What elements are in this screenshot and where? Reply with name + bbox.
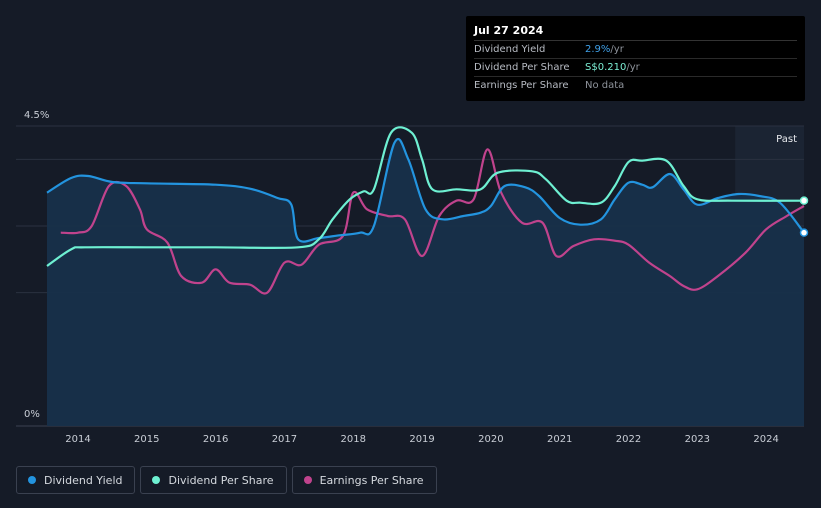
legend-label: Dividend Yield bbox=[44, 473, 123, 487]
past-label: Past bbox=[776, 134, 797, 145]
tooltip-unit: /yr bbox=[626, 62, 640, 73]
y-tick-label: 0% bbox=[24, 409, 40, 420]
dividend-yield-dot-icon bbox=[28, 476, 36, 484]
x-tick-label: 2018 bbox=[341, 434, 366, 445]
x-axis: 2014 2015 2016 2017 2018 2019 2020 2021 2022 2023… bbox=[65, 434, 779, 445]
dividend-per-share-dot-icon bbox=[152, 476, 161, 484]
x-tick-label: 2019 bbox=[409, 434, 434, 445]
dividend-yield-line bbox=[46, 137, 805, 243]
x-tick-label: 2023 bbox=[685, 434, 710, 445]
tooltip-row-dividend-yield: Dividend Yield 2.9% /yr bbox=[474, 41, 797, 59]
tooltip-value: 2.9% bbox=[585, 44, 611, 55]
y-axis: 0% 4.5% bbox=[24, 110, 49, 420]
dividend-yield-end-marker bbox=[799, 228, 809, 237]
tooltip-date: Jul 27 2024 bbox=[474, 21, 797, 41]
tooltip: Jul 27 2024 Dividend Yield 2.9% /yr Divi… bbox=[466, 16, 805, 101]
tooltip-label: Dividend Yield bbox=[474, 44, 546, 55]
tooltip-row-dividend-per-share: Dividend Per Share S$0.210 /yr bbox=[474, 59, 797, 77]
legend-label: Earnings Per Share bbox=[319, 473, 424, 487]
series-lines bbox=[46, 126, 809, 295]
x-tick-label: 2015 bbox=[134, 434, 159, 445]
x-tick-label: 2022 bbox=[616, 434, 641, 445]
dividend-per-share-end-marker bbox=[799, 196, 809, 205]
dividend-per-share-line bbox=[46, 126, 805, 267]
tooltip-unit: /yr bbox=[610, 44, 624, 55]
x-tick-label: 2014 bbox=[65, 434, 90, 445]
legend-item-dividend-per-share[interactable]: Dividend Per Share bbox=[140, 466, 287, 494]
x-tick-label: 2016 bbox=[203, 434, 228, 445]
x-tick-label: 2024 bbox=[753, 434, 778, 445]
legend-label: Dividend Per Share bbox=[168, 473, 274, 487]
tooltip-value: No data bbox=[585, 80, 625, 91]
legend-item-dividend-yield[interactable]: Dividend Yield bbox=[16, 466, 136, 494]
x-tick-label: 2021 bbox=[547, 434, 572, 445]
tooltip-label: Dividend Per Share bbox=[474, 62, 570, 73]
x-tick-label: 2017 bbox=[272, 434, 297, 445]
dividend-yield-area bbox=[47, 139, 804, 426]
legend: Dividend Yield Dividend Per Share Earnin… bbox=[16, 466, 437, 494]
legend-item-earnings-per-share[interactable]: Earnings Per Share bbox=[291, 466, 437, 494]
earnings-per-share-line bbox=[60, 148, 805, 295]
tooltip-label: Earnings Per Share bbox=[474, 80, 569, 91]
tooltip-row-earnings-per-share: Earnings Per Share No data bbox=[474, 77, 797, 94]
x-tick-label: 2020 bbox=[478, 434, 503, 445]
tooltip-value: S$0.210 bbox=[585, 62, 627, 73]
y-tick-label: 4.5% bbox=[24, 110, 49, 121]
earnings-per-share-dot-icon bbox=[303, 476, 312, 484]
